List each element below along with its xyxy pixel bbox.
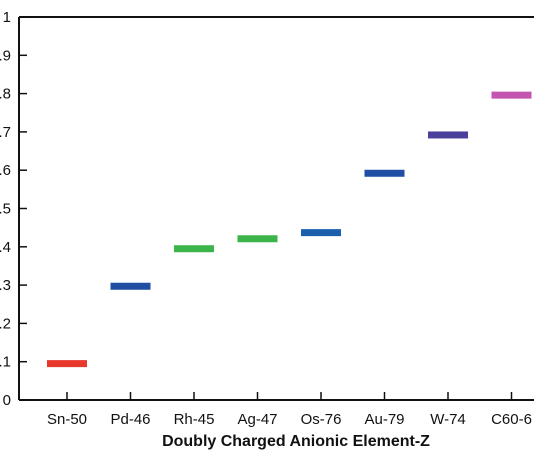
y-tick-label: .6 xyxy=(0,162,11,179)
y-tick-label: .4 xyxy=(0,239,11,256)
y-tick-label: .2 xyxy=(0,315,11,332)
x-tick-label: Os-76 xyxy=(301,411,342,428)
y-axis-ticks: 0 .1 .2 .3 .4 .5 .6 .7 .8 .9 1 xyxy=(0,9,27,409)
data-bar xyxy=(110,282,151,290)
y-tick-label: .3 xyxy=(0,277,11,294)
x-tick-label: W-74 xyxy=(430,411,466,428)
y-tick-label: 0 xyxy=(3,392,11,409)
y-tick-label: .8 xyxy=(0,86,11,103)
y-tick-label: .1 xyxy=(0,354,11,371)
data-bar xyxy=(491,91,532,99)
data-marks xyxy=(47,91,532,368)
y-tick-label: .5 xyxy=(0,201,11,218)
x-axis-ticks: Sn-50 Pd-46 Rh-45 Ag-47 Os-76 Au-79 W-74 C60-6 xyxy=(47,392,532,428)
plot-frame xyxy=(18,16,534,401)
x-tick-label: C60-6 xyxy=(491,411,532,428)
x-tick-label: Au-79 xyxy=(364,411,404,428)
x-axis-title: Doubly Charged Anionic Element-Z xyxy=(162,433,430,450)
x-tick-label: Ag-47 xyxy=(237,411,277,428)
data-bar xyxy=(301,229,341,237)
x-tick-label: Sn-50 xyxy=(47,411,87,428)
data-bar xyxy=(428,131,468,139)
data-bar xyxy=(237,235,278,243)
x-tick-label: Pd-46 xyxy=(110,411,150,428)
y-tick-label: 1 xyxy=(3,9,11,26)
y-tick-label: .9 xyxy=(0,47,11,64)
y-tick-label: .7 xyxy=(0,124,11,141)
data-bar xyxy=(364,169,405,177)
data-bar xyxy=(174,245,214,253)
data-bar xyxy=(47,360,87,368)
x-tick-label: Rh-45 xyxy=(174,411,215,428)
